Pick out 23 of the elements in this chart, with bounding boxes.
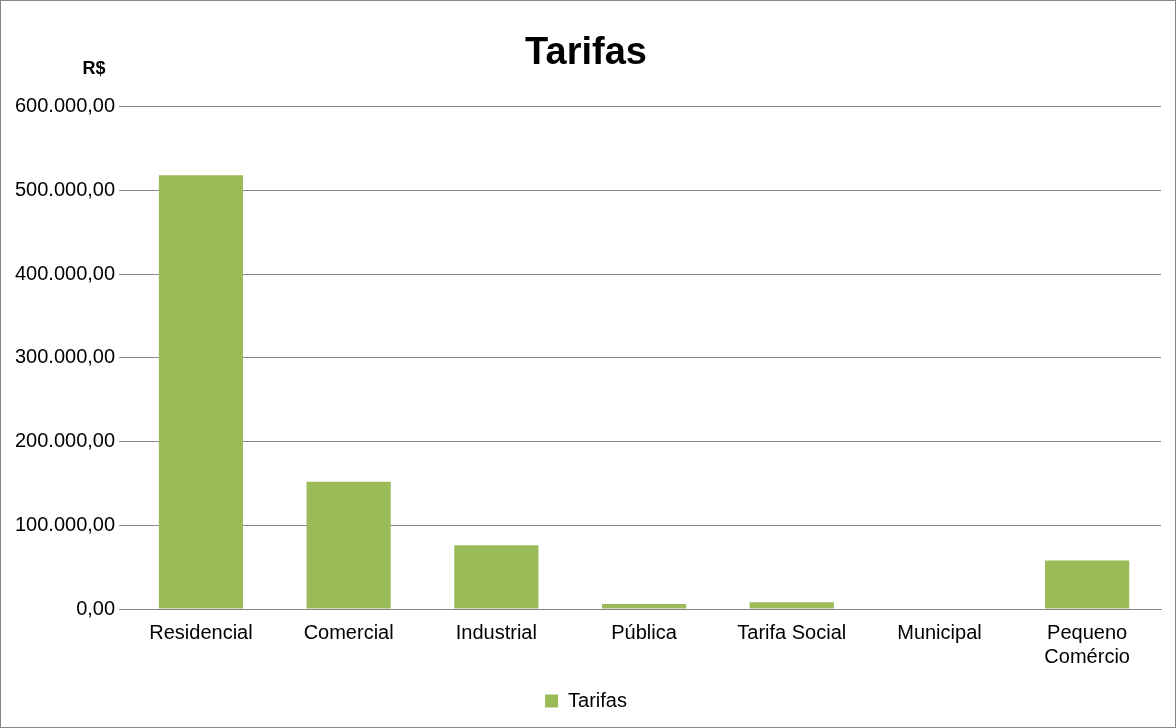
x-tick-label: Tarifa Social (737, 620, 847, 643)
x-tick-label: Municipal (897, 620, 982, 643)
bar (454, 545, 539, 609)
bar (306, 481, 391, 609)
x-tick-label: Comercial (303, 620, 394, 643)
chart-title: Tarifas (525, 30, 647, 73)
legend-label: Tarifas (568, 688, 627, 711)
x-tick-label: Industrial (455, 620, 537, 643)
y-tick-label: 100.000,00 (14, 512, 116, 535)
y-tick-label: 500.000,00 (14, 177, 116, 200)
bar (1045, 560, 1130, 609)
y-tick-label: 400.000,00 (14, 261, 116, 284)
bar (158, 175, 244, 609)
y-axis-title: R$ (82, 57, 106, 78)
x-tick-label: Pública (611, 620, 678, 643)
y-tick-label: 300.000,00 (14, 345, 116, 368)
x-tick-label: Pequeno Comércio (1044, 620, 1130, 667)
x-tick-label: Residencial (149, 620, 253, 643)
bar (601, 603, 687, 609)
y-tick-label: 200.000,00 (14, 429, 116, 452)
y-tick-label: 0,00 (76, 596, 116, 619)
y-tick-label: 600.000,00 (14, 94, 116, 117)
bar (749, 602, 834, 609)
